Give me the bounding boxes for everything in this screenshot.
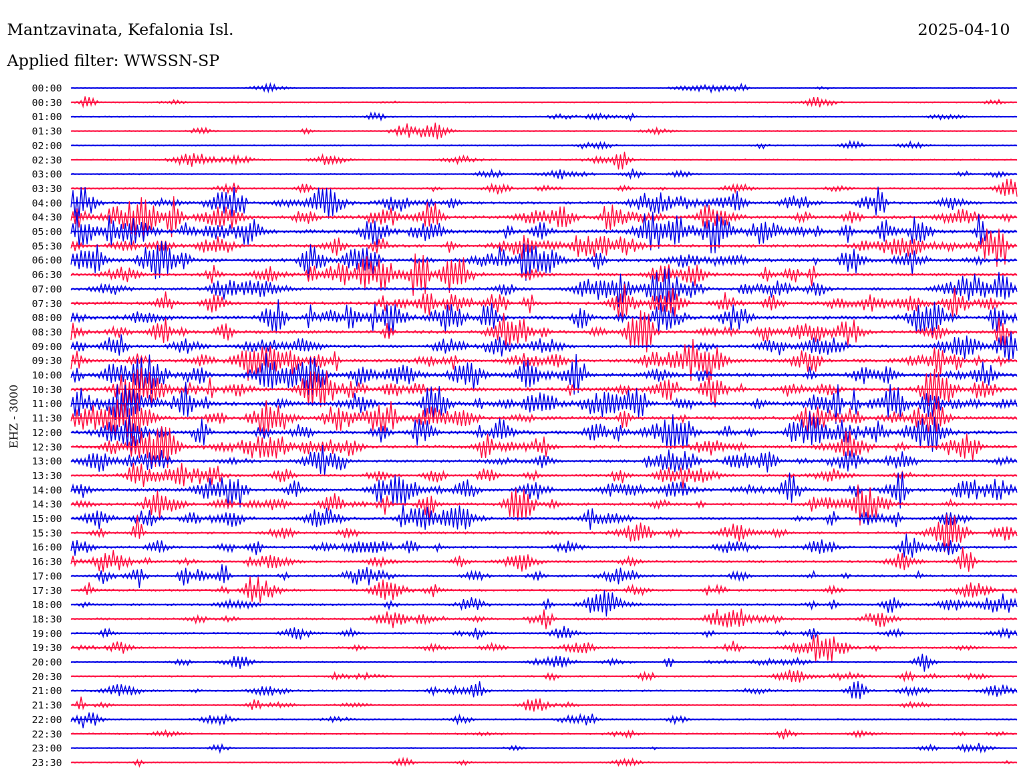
row-time-label: 00:00 [32,84,62,95]
row-time-label: 16:00 [32,543,62,554]
row-time-label: 20:30 [32,672,62,683]
row-time-label: 19:00 [32,629,62,640]
row-time-label: 20:00 [32,658,62,669]
row-time-label: 22:30 [32,729,62,740]
row-time-label: 11:30 [32,414,62,425]
row-time-label: 10:30 [32,385,62,396]
seismic-trace [70,310,1018,353]
row-time-label: 08:30 [32,327,62,338]
row-time-label: 09:00 [32,342,62,353]
row-time-label: 17:30 [32,586,62,597]
row-time-label: 17:00 [32,571,62,582]
row-time-label: 03:30 [32,184,62,195]
filter-label: Applied filter: WWSSN-SP [7,51,220,70]
row-time-label: 18:00 [32,600,62,611]
seismic-trace [70,504,1018,530]
seismic-trace [70,426,1018,469]
date-label: 2025-04-10 [917,20,1010,39]
row-time-label: 13:00 [32,457,62,468]
seismic-trace [70,151,1018,170]
row-time-label: 04:00 [32,198,62,209]
seismic-trace [70,608,1018,630]
row-time-label: 02:00 [32,141,62,152]
seismic-trace [70,533,1018,558]
seismic-trace [70,484,1018,526]
row-time-label: 13:30 [32,471,62,482]
seismic-trace [70,444,1018,476]
row-time-label: 14:30 [32,500,62,511]
row-time-label: 01:00 [32,112,62,123]
seismic-trace [70,696,1018,712]
row-time-label: 07:30 [32,299,62,310]
row-time-label: 10:00 [32,371,62,382]
row-time-label: 08:00 [32,313,62,324]
row-time-label: 00:30 [32,98,62,109]
row-time-label: 23:30 [32,758,62,769]
row-time-label: 14:00 [32,485,62,496]
row-time-label: 16:30 [32,557,62,568]
row-time-label: 05:30 [32,241,62,252]
row-time-label: 21:00 [32,686,62,697]
seismic-trace [70,712,1018,729]
row-time-label: 22:00 [32,715,62,726]
row-time-label: 15:30 [32,528,62,539]
row-time-label: 07:00 [32,284,62,295]
row-time-label: 23:00 [32,744,62,755]
row-time-label: 12:00 [32,428,62,439]
seismic-trace [70,546,1018,572]
row-time-label: 06:00 [32,256,62,267]
station-title: Mantzavinata, Kefalonia Isl. [7,20,234,39]
row-time-label: 09:30 [32,356,62,367]
seismic-trace [70,653,1018,672]
row-time-label: 21:30 [32,701,62,712]
seismic-trace [70,228,1018,267]
row-time-label: 06:30 [32,270,62,281]
row-time-label: 15:00 [32,514,62,525]
row-time-label: 18:30 [32,614,62,625]
seismic-trace [70,471,1018,509]
row-time-label: 12:30 [32,442,62,453]
row-time-label: 11:00 [32,399,62,410]
row-time-label: 05:00 [32,227,62,238]
row-time-label: 03:00 [32,170,62,181]
row-time-label: 02:30 [32,155,62,166]
row-time-label: 19:30 [32,643,62,654]
row-time-label: 01:30 [32,127,62,138]
row-time-label: 04:30 [32,213,62,224]
